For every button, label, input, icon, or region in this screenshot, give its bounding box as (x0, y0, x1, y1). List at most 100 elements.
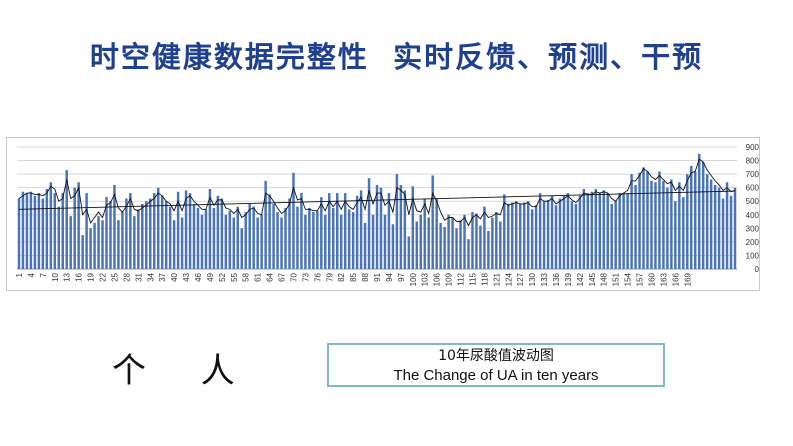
bar (81, 235, 84, 269)
bar (550, 195, 554, 269)
bar (451, 217, 454, 269)
bar (558, 198, 562, 269)
bar (717, 187, 721, 269)
bar (471, 212, 474, 269)
bar (602, 190, 605, 269)
bar (232, 217, 236, 269)
y-tick-label: 800 (746, 157, 759, 166)
bar (391, 224, 395, 269)
bar (204, 209, 208, 269)
bar (626, 193, 629, 269)
bar (292, 172, 295, 269)
x-tick-label: 109 (445, 272, 454, 286)
trend-line (18, 190, 736, 210)
bar (359, 190, 363, 269)
bar (153, 193, 156, 269)
bar (503, 194, 506, 269)
caption-box: 10年尿酸值波动图 The Change of UA in ten years (327, 343, 665, 387)
bar (733, 187, 737, 269)
x-tick-label: 91 (373, 272, 382, 281)
bar (467, 239, 470, 269)
bar (598, 193, 601, 269)
x-tick-label: 133 (540, 272, 549, 286)
bar (431, 175, 434, 269)
bar (534, 205, 538, 269)
bar (713, 184, 717, 269)
bar (121, 212, 124, 269)
x-tick-label: 10 (51, 272, 60, 281)
bar (33, 195, 37, 269)
bar (145, 201, 148, 269)
bar (29, 191, 33, 269)
y-tick-label: 600 (746, 184, 759, 193)
x-tick-label: 40 (170, 272, 179, 281)
bar (316, 210, 319, 269)
bar (554, 205, 558, 269)
x-tick-label: 58 (242, 272, 251, 281)
bar (280, 217, 283, 269)
bar (686, 174, 689, 269)
bar (347, 209, 351, 269)
bar (324, 214, 327, 269)
y-tick-label: 300 (746, 224, 759, 233)
bar (538, 193, 542, 269)
bar (45, 189, 49, 269)
bar (196, 208, 200, 269)
bar (491, 217, 494, 269)
bar (17, 198, 21, 269)
bar (300, 193, 303, 269)
bar (212, 208, 216, 269)
bar (85, 193, 88, 269)
bar (296, 206, 299, 269)
bar (590, 191, 594, 269)
x-tick-label: 76 (313, 272, 322, 281)
bar (530, 209, 534, 269)
bar (642, 167, 645, 269)
x-tick-label: 118 (480, 272, 489, 285)
bar (435, 198, 438, 269)
x-tick-label: 19 (87, 272, 96, 281)
bar-series (17, 153, 737, 269)
x-tick-label: 160 (647, 272, 656, 286)
bar (379, 187, 383, 269)
slide-title: 时空健康数据完整性 实时反馈、预测、干预 (89, 40, 704, 74)
bar (268, 194, 271, 269)
x-tick-label: 127 (516, 272, 525, 286)
bar (141, 203, 144, 269)
x-tick-label: 22 (99, 272, 108, 281)
bar (654, 182, 657, 269)
bar (427, 217, 430, 269)
x-tick-label: 49 (206, 272, 215, 281)
x-tick-label: 13 (63, 272, 72, 281)
bar (200, 214, 204, 269)
bar (284, 208, 287, 269)
bar (634, 184, 637, 269)
x-tick-label: 1 (15, 272, 24, 277)
chart-frame: 0 100 200 300 400 500 600 700 800 900 1 4 7 10 13 16 19… (6, 137, 760, 291)
bar (252, 206, 255, 269)
bar (439, 222, 442, 269)
bar (447, 214, 450, 269)
bar (21, 191, 25, 269)
bar (499, 221, 502, 269)
bar (514, 201, 518, 269)
x-tick-label: 145 (588, 272, 597, 286)
x-tick-label: 28 (122, 272, 131, 281)
x-tick-label: 46 (194, 272, 203, 281)
bar (176, 191, 180, 269)
bar (562, 195, 566, 269)
bar (129, 193, 132, 269)
bar (395, 174, 399, 269)
bar (475, 213, 478, 269)
bar (61, 193, 64, 269)
line-series (18, 158, 736, 227)
bar (367, 178, 371, 269)
bar (105, 197, 108, 269)
caption-chinese: 10年尿酸值波动图 (438, 348, 554, 364)
bar (614, 201, 617, 269)
bar (332, 208, 335, 269)
x-tick-label: 70 (289, 272, 298, 281)
x-tick-label: 79 (325, 272, 334, 281)
bar (415, 221, 419, 269)
bar (172, 220, 176, 269)
